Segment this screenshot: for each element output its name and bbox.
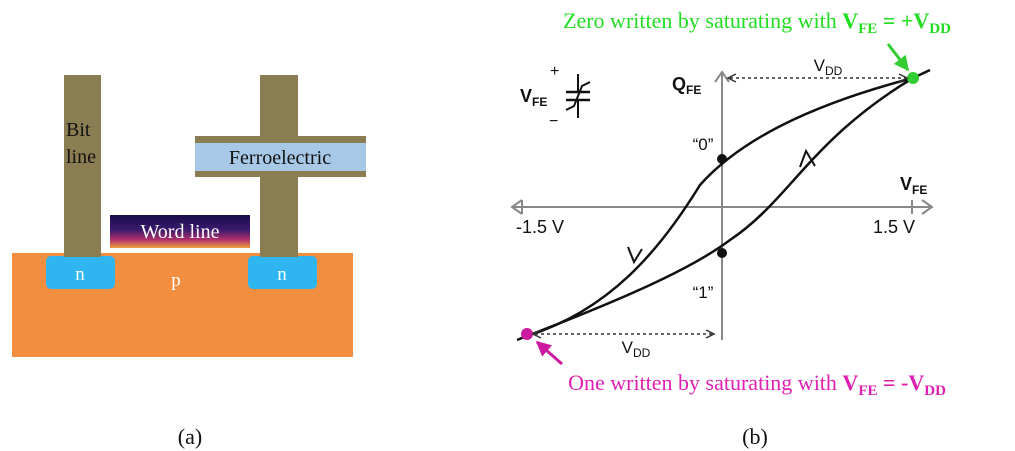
green-pointer-arrow — [886, 43, 910, 72]
x-axis-right-arrow — [921, 199, 934, 215]
top-annotation: Zero written by saturating with VFE = +V… — [563, 8, 951, 37]
hysteresis-upper-branch — [526, 76, 914, 338]
p-label: p — [171, 270, 181, 291]
state-zero-label: “0” — [693, 135, 714, 154]
vdd-bottom-left-head — [531, 329, 542, 339]
vdd-bottom-right-head — [705, 329, 716, 339]
bottom-plate — [195, 171, 366, 177]
vdd-top-left-head — [726, 73, 737, 83]
ferroelectric-capacitor-icon — [565, 74, 591, 118]
n-right-label: n — [277, 264, 287, 285]
bit-line-label-2: line — [66, 146, 96, 168]
word-line — [110, 215, 250, 248]
magenta-pointer-arrow — [535, 340, 563, 366]
state-zero-point — [717, 154, 727, 164]
tick-label-pos: 1.5 V — [873, 217, 915, 237]
vdd-top-right-head — [898, 73, 909, 83]
capacitor-minus: − — [549, 113, 558, 130]
ferroelectric-label: Ferroelectric — [229, 147, 331, 169]
n-region-right — [248, 256, 317, 289]
saturation-point-positive — [907, 72, 919, 84]
saturation-point-negative — [521, 328, 533, 340]
arrow-down-icon — [627, 246, 643, 265]
top-plate — [195, 136, 366, 143]
bit-line — [64, 75, 101, 257]
x-axis-label: VFE — [900, 174, 927, 197]
n-region-left — [46, 256, 115, 289]
y-axis-label: QFE — [672, 74, 701, 97]
state-one-label: “1” — [693, 283, 714, 302]
ferroelectric-layer — [195, 143, 366, 171]
caption-b: (b) — [742, 424, 768, 449]
n-left-label: n — [75, 264, 85, 285]
caption-a: (a) — [178, 424, 202, 449]
capacitor-plus: + — [550, 63, 559, 80]
hysteresis-lower-branch — [526, 76, 914, 338]
y-axis-arrow — [714, 70, 730, 83]
vdd-bottom-label: VDD — [622, 338, 651, 360]
tick-label-neg: -1.5 V — [516, 217, 564, 237]
panel-b: Zero written by saturating with VFE = +V… — [510, 8, 951, 449]
panel-a: Bit line Ferroelectric Word line n n p (… — [12, 75, 366, 449]
state-one-point — [717, 248, 727, 258]
capacitor-label: VFE — [520, 86, 547, 109]
bottom-annotation: One written by saturating with VFE = -VD… — [568, 370, 946, 399]
vdd-top-label: VDD — [814, 56, 843, 78]
arrow-up-icon — [799, 148, 816, 168]
word-line-label: Word line — [141, 221, 220, 243]
bit-line-label-1: Bit — [66, 119, 91, 141]
x-axis-left-arrow — [510, 199, 523, 215]
